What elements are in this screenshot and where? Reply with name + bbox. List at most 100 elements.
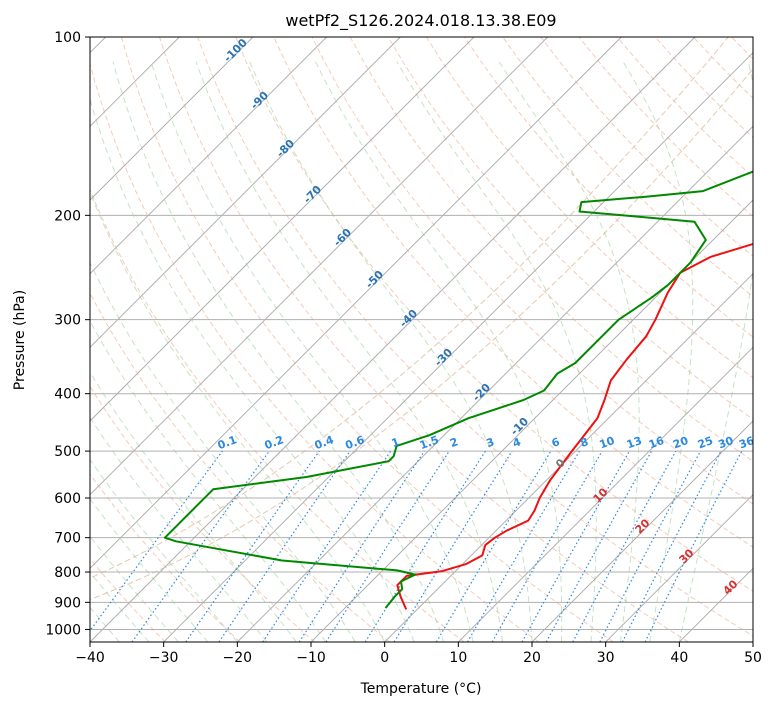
y-tick-label: 700 xyxy=(54,531,81,547)
mixing-ratio-label: 1.5 xyxy=(418,433,441,452)
mixing-ratio-label: 25 xyxy=(696,434,715,451)
dry-adiabat-line xyxy=(273,37,753,548)
mixing-ratio-label: 0.6 xyxy=(344,433,367,452)
mixing-ratio-line xyxy=(90,450,223,632)
mixing-ratio-label: 36 xyxy=(737,434,756,452)
dry-adiabat-line xyxy=(197,37,753,637)
mixing-ratio-label: 13 xyxy=(625,434,644,451)
y-tick-label: 300 xyxy=(54,313,81,329)
mixing-ratio-line xyxy=(393,450,513,642)
saturation-curve xyxy=(90,37,729,579)
y-tick-label: 500 xyxy=(54,444,81,460)
mixing-ratio-line xyxy=(644,450,743,642)
dry-adiabat-line xyxy=(90,385,316,642)
mixing-ratio-label: 0.1 xyxy=(216,433,239,452)
moist-adiabat-line xyxy=(90,261,356,642)
dry-adiabat-line xyxy=(425,37,753,379)
isotherm-line xyxy=(236,125,753,642)
y-tick-label: 900 xyxy=(54,595,81,611)
x-tick-label: −30 xyxy=(149,650,179,666)
mixing-ratio-label: 3 xyxy=(484,435,496,450)
profile-line xyxy=(396,242,753,610)
moist-adiabat-line xyxy=(678,61,753,642)
y-tick-label: 800 xyxy=(54,565,81,581)
isotherm-line xyxy=(605,493,753,642)
dry-adiabat-line xyxy=(120,37,614,642)
moist-adiabat-line xyxy=(90,370,297,642)
moist-adiabat-line xyxy=(90,458,238,642)
isotherm-line xyxy=(384,272,753,642)
mixing-ratio-line xyxy=(131,450,270,642)
y-tick-label: 600 xyxy=(54,491,81,507)
y-tick-label: 200 xyxy=(54,208,81,224)
mixing-ratio-label: 16 xyxy=(647,434,666,452)
mixing-ratio-label: 6 xyxy=(550,435,562,450)
mixing-ratio-line xyxy=(325,450,450,642)
chart-title: wetPf2_S126.2024.018.13.38.E09 xyxy=(285,11,556,31)
x-tick-label: 20 xyxy=(523,650,541,666)
dry-adiabat-line xyxy=(235,37,753,592)
mixing-ratio-line xyxy=(262,450,392,642)
y-axis: 100 200 300 400 500 600 700 800 900 1000 xyxy=(45,30,90,638)
moist-adiabat-line xyxy=(90,497,209,642)
moist-adiabat-line xyxy=(498,61,640,642)
moist-adiabat-line xyxy=(622,61,694,642)
x-tick-label: 0 xyxy=(380,650,389,666)
x-tick-label: 40 xyxy=(670,650,688,666)
mixing-ratio-line xyxy=(185,450,320,642)
mixing-ratio-line xyxy=(298,450,425,642)
isotherm-line xyxy=(90,37,254,201)
mixing-ratio-label: 2 xyxy=(448,435,460,450)
mixing-ratio-label: 0.2 xyxy=(263,433,286,452)
moist-adiabat-line xyxy=(150,61,474,642)
mixing-ratio-line xyxy=(572,450,677,642)
y-tick-label: 100 xyxy=(54,30,81,46)
dry-adiabat-line xyxy=(464,37,753,338)
isotherm-line xyxy=(310,199,753,642)
profile-series xyxy=(163,170,753,610)
dry-adiabat-line xyxy=(90,473,241,642)
moist-adiabat-line xyxy=(90,571,150,642)
x-tick-label: 30 xyxy=(597,650,615,666)
x-axis-title: Temperature (°C) xyxy=(360,681,482,697)
isotherm-line xyxy=(90,37,696,642)
moist-adiabat-line xyxy=(249,61,533,642)
moist-adiabats xyxy=(90,37,753,600)
isotherm-line xyxy=(90,37,401,349)
saturation-curve xyxy=(90,68,753,600)
mixing-ratio-label: 8 xyxy=(578,435,590,450)
mixing-ratio-label: 20 xyxy=(671,434,690,452)
moist-adiabat-line xyxy=(90,97,415,642)
y-tick-label: 400 xyxy=(54,387,81,403)
mixing-ratio-line xyxy=(218,450,351,642)
mixing-ratio-line xyxy=(521,450,631,642)
plot-frame xyxy=(89,36,754,643)
isotherm-line xyxy=(90,37,549,496)
dry-adiabat-line xyxy=(90,557,166,642)
mixing-ratio-label: 0.4 xyxy=(313,433,336,452)
moist-adiabat-line xyxy=(90,190,386,642)
moist-adiabat-line xyxy=(195,61,503,642)
y-axis-title: Pressure (hPa) xyxy=(12,290,28,390)
isotherm-line xyxy=(531,420,753,642)
isotherm-line xyxy=(163,51,753,642)
dry-adiabat-line xyxy=(90,188,465,642)
x-tick-label: −40 xyxy=(75,650,105,666)
moist-adiabat-line xyxy=(112,61,445,642)
dry-adiabat-line xyxy=(90,62,540,642)
mixing-ratio-label: 10 xyxy=(598,434,617,452)
x-axis: −40 −30 −20 −10 0 10 20 30 40 50 xyxy=(75,642,762,666)
isobar-gridlines xyxy=(90,37,753,630)
moist-adiabat-curves xyxy=(90,61,753,642)
moist-adiabat-line xyxy=(314,61,563,642)
mixing-ratio-lines xyxy=(90,450,743,642)
y-tick-label: 1000 xyxy=(45,622,81,638)
isotherm-line xyxy=(90,37,328,275)
isotherm-line xyxy=(90,37,622,570)
moist-adiabat-line xyxy=(90,416,268,642)
dry-adiabat-line xyxy=(349,37,753,462)
mixing-ratio-label: 30 xyxy=(716,434,735,452)
isotherm-line xyxy=(457,346,753,642)
